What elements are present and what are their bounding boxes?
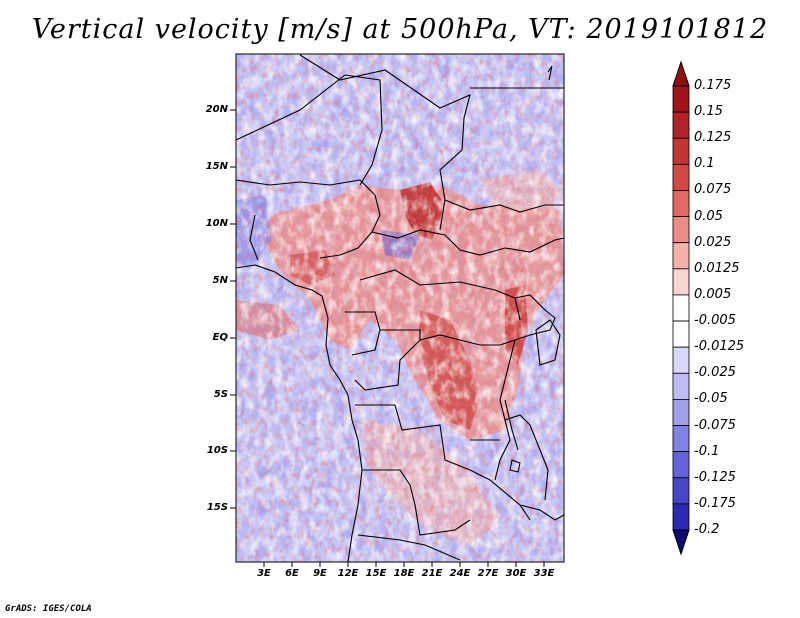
lon-label-30e: 30E [505, 568, 527, 579]
lat-label-5n: 5N [212, 275, 228, 286]
lat-label-eq: EQ [212, 332, 228, 343]
colorbar-label: -0.005 [694, 313, 736, 329]
map-title: Vertical velocity [m/s] at 500hPa, VT: 2… [31, 14, 769, 45]
colorbar [672, 60, 690, 556]
colorbar-cell [672, 268, 690, 296]
lon-label-18e: 18E [393, 568, 415, 579]
grads-credit: GrADS: IGES/COLA [5, 604, 92, 614]
colorbar-cell [672, 451, 690, 479]
colorbar-label: 0.0125 [694, 260, 740, 276]
lon-label-27e: 27E [477, 568, 499, 579]
colorbar-cell [672, 85, 690, 113]
lat-label-5s: 5S [213, 389, 228, 400]
lon-label-9e: 9E [313, 568, 327, 579]
colorbar-over-triangle [672, 60, 690, 87]
colorbar-cell [672, 111, 690, 139]
lat-label-15n: 15N [205, 161, 228, 172]
colorbar-label: 0.1 [694, 156, 715, 172]
lon-label-33e: 33E [533, 568, 555, 579]
country-boundaries [236, 54, 564, 562]
colorbar-cell [672, 425, 690, 453]
colorbar-label: -0.025 [694, 365, 736, 381]
colorbar-cell [672, 399, 690, 426]
colorbar-label: -0.0125 [694, 339, 745, 355]
colorbar-cell [672, 242, 690, 270]
axis-ticks [230, 109, 545, 567]
lon-label-3e: 3E [257, 568, 271, 579]
lon-label-6e: 6E [285, 568, 299, 579]
colorbar-label: -0.125 [694, 469, 736, 485]
colorbar-label: 0.15 [694, 104, 723, 120]
colorbar-label: 0.05 [694, 208, 723, 224]
colorbar-label: 0.175 [694, 78, 732, 93]
lat-label-20n: 20N [205, 104, 228, 115]
lon-label-24e: 24E [449, 568, 471, 579]
lat-label-15s: 15S [206, 502, 228, 513]
colorbar-cell [672, 163, 690, 191]
colorbar-label: -0.2 [694, 522, 720, 537]
colorbar-cell [672, 346, 690, 374]
colorbar-label: -0.175 [694, 495, 736, 511]
lon-label-12e: 12E [337, 568, 359, 579]
colorbar-label: -0.1 [694, 443, 720, 459]
lon-label-15e: 15E [365, 568, 387, 579]
colorbar-cell [672, 137, 690, 165]
colorbar-cell [672, 320, 690, 348]
colorbar-under-triangle [672, 529, 690, 556]
colorbar-cell [672, 216, 690, 244]
colorbar-label: 0.075 [694, 182, 732, 198]
colorbar-label: -0.05 [694, 391, 728, 407]
lon-label-21e: 21E [421, 568, 443, 579]
lat-label-10s: 10S [206, 445, 228, 456]
colorbar-label: 0.005 [694, 286, 732, 302]
colorbar-label: 0.125 [694, 130, 732, 146]
colorbar-cell [672, 477, 690, 505]
colorbar-label: -0.075 [694, 417, 736, 433]
colorbar-cell [672, 190, 690, 217]
lat-label-10n: 10N [205, 218, 228, 229]
colorbar-cell [672, 503, 690, 531]
colorbar-cell [672, 294, 690, 322]
colorbar-cell [672, 372, 690, 400]
vertical-velocity-field [236, 54, 564, 562]
colorbar-label: 0.025 [694, 234, 732, 250]
